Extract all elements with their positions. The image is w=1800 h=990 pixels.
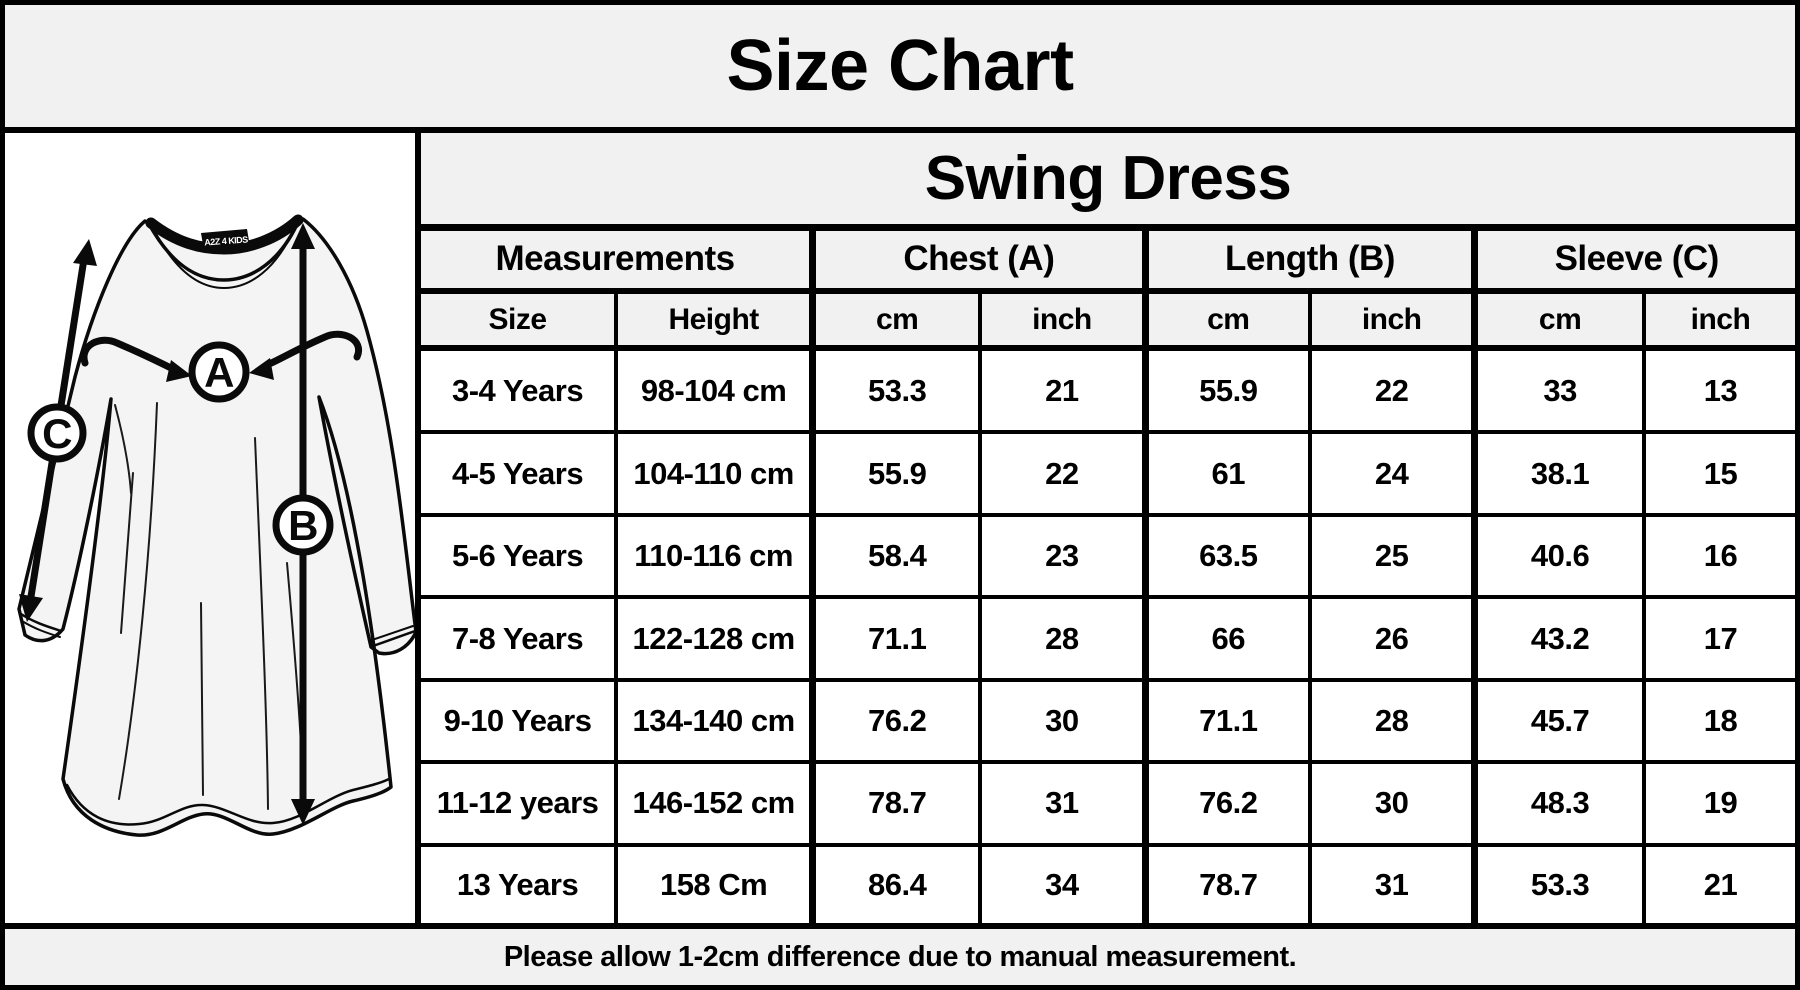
length-inch-cell: 25 [1307,512,1477,600]
chest-label-badge: A [188,341,250,403]
footer-note-bar: Please allow 1-2cm difference due to man… [5,923,1795,985]
length-inch-cell: 28 [1307,677,1477,765]
sleeve-inch-cell: 17 [1641,595,1796,682]
height-cell: 122-128 cm [614,595,815,682]
height-cell: 158 Cm [614,842,815,923]
footer-note: Please allow 1-2cm difference due to man… [503,940,1297,973]
dress-diagram: A2Z 4 KIDS [17,214,415,837]
chest-inch-cell: 31 [978,760,1148,847]
sleeve-inch-cell: 18 [1641,677,1796,765]
chest-cm-cell: 71.1 [809,595,983,682]
sleeve-cm-cell: 38.1 [1471,430,1646,517]
group-header-sleeve: Sleeve (C) [1471,225,1796,294]
chest-inch-cell: 21 [978,345,1148,435]
size-cell: 3-4 Years [421,345,619,435]
height-cell: 104-110 cm [614,430,815,517]
collar-brand-tag: A2Z 4 KIDS [201,229,250,251]
sleeve-inch-cell: 15 [1641,430,1796,517]
product-name-header: Swing Dress [421,133,1796,231]
chest-inch-cell: 28 [978,595,1148,682]
sleeve-label-badge: C [27,403,87,463]
col-header-chest-cm: cm [809,289,983,351]
col-header-sleeve-inch: inch [1641,289,1796,351]
height-cell: 98-104 cm [614,345,815,435]
group-header-length: Length (B) [1141,225,1477,294]
length-cm-cell: 76.2 [1141,760,1312,847]
length-cm-cell: 63.5 [1141,512,1312,600]
chest-measure-arrow [80,330,363,382]
length-label-badge: B [272,494,334,556]
col-header-chest-inch: inch [978,289,1148,351]
group-header-measurements: Measurements [421,225,815,294]
table-row: 9-10 Years 134-140 cm 76.2 30 71.1 28 45… [421,677,1796,765]
chest-cm-cell: 86.4 [809,842,983,923]
size-cell: 7-8 Years [421,595,619,682]
length-cm-cell: 66 [1141,595,1312,682]
sleeve-inch-cell: 21 [1641,842,1796,923]
col-header-sleeve-cm: cm [1471,289,1646,351]
dress-illustration-panel: A2Z 4 KIDS [5,133,421,923]
table-row: 4-5 Years 104-110 cm 55.9 22 61 24 38.1 … [421,430,1796,517]
length-cm-cell: 71.1 [1141,677,1312,765]
height-cell: 134-140 cm [614,677,815,765]
sleeve-inch-cell: 13 [1641,345,1796,435]
chest-cm-cell: 78.7 [809,760,983,847]
chest-cm-cell: 53.3 [809,345,983,435]
length-cm-cell: 78.7 [1141,842,1312,923]
size-cell: 5-6 Years [421,512,619,600]
col-header-size: Size [421,289,619,351]
sleeve-cm-cell: 45.7 [1471,677,1646,765]
col-header-height: Height [614,289,815,351]
table-row: 5-6 Years 110-116 cm 58.4 23 63.5 25 40.… [421,512,1796,600]
height-cell: 110-116 cm [614,512,815,600]
chest-cm-cell: 55.9 [809,430,983,517]
col-header-length-inch: inch [1307,289,1477,351]
size-cell: 9-10 Years [421,677,619,765]
chest-label: A [204,349,234,396]
title-bar: Size Chart [5,5,1795,133]
sleeve-cm-cell: 53.3 [1471,842,1646,923]
chest-inch-cell: 34 [978,842,1148,923]
collar-tag-text: A2Z 4 KIDS [204,234,249,247]
table-row: 7-8 Years 122-128 cm 71.1 28 66 26 43.2 … [421,595,1796,682]
length-cm-cell: 55.9 [1141,345,1312,435]
length-cm-cell: 61 [1141,430,1312,517]
length-inch-cell: 30 [1307,760,1477,847]
length-inch-cell: 22 [1307,345,1477,435]
sleeve-cm-cell: 48.3 [1471,760,1646,847]
length-inch-cell: 26 [1307,595,1477,682]
sleeve-inch-cell: 16 [1641,512,1796,600]
table-row: 13 Years 158 Cm 86.4 34 78.7 31 53.3 21 [421,842,1796,923]
length-label: B [288,502,318,549]
length-inch-cell: 31 [1307,842,1477,923]
page-title: Size Chart [726,26,1074,106]
size-table: Swing Dress Measurements Chest (A) Lengt… [421,133,1796,923]
size-cell: 11-12 years [421,760,619,847]
size-cell: 13 Years [421,842,619,923]
chest-cm-cell: 58.4 [809,512,983,600]
chest-inch-cell: 30 [978,677,1148,765]
sleeve-inch-cell: 19 [1641,760,1796,847]
sleeve-cm-cell: 40.6 [1471,512,1646,600]
size-cell: 4-5 Years [421,430,619,517]
table-row: 3-4 Years 98-104 cm 53.3 21 55.9 22 33 1… [421,345,1796,435]
size-table-panel: Swing Dress Measurements Chest (A) Lengt… [421,133,1796,923]
sleeve-label: C [42,410,72,457]
content-area: A2Z 4 KIDS [5,133,1796,923]
height-cell: 146-152 cm [614,760,815,847]
chest-inch-cell: 22 [978,430,1148,517]
chest-cm-cell: 76.2 [809,677,983,765]
length-inch-cell: 24 [1307,430,1477,517]
col-header-length-cm: cm [1141,289,1312,351]
sleeve-cm-cell: 33 [1471,345,1646,435]
table-row: 11-12 years 146-152 cm 78.7 31 76.2 30 4… [421,760,1796,847]
chest-inch-cell: 23 [978,512,1148,600]
dress-drawing [17,214,415,837]
group-header-chest: Chest (A) [809,225,1148,294]
sleeve-cm-cell: 43.2 [1471,595,1646,682]
